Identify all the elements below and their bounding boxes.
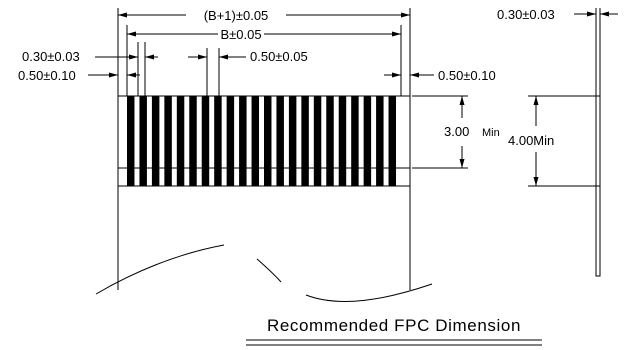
contact-lead [127,96,135,186]
contact-lead [351,96,359,186]
pitch-span-dimension: B±0.05 [126,25,402,96]
break-lines [95,244,433,302]
pitch-dimension: 0.50±0.05 [188,48,308,96]
overall-width-label: (B+1)±0.05 [204,8,269,23]
right-edge-offset-label: 0.50±0.10 [438,68,496,83]
contact-lead [301,96,309,186]
contact-lead [326,96,334,186]
contact-lead [251,96,260,186]
contact-lead [363,96,372,186]
exposed-length-dimension: 3.00 Min [412,95,500,169]
right-edge-offset-dimension: 0.50±0.10 [384,68,496,83]
contact-lead [139,96,147,186]
overall-width-dimension: (B+1)±0.05 [117,8,411,96]
stiffener-length-label: 4.00Min [508,133,554,148]
exposed-length-value: 3.00 [444,124,469,139]
exposed-length-suffix: Min [482,127,500,139]
stiffener-length-dimension: 4.00Min [508,95,598,187]
contact-leads [127,96,397,186]
contact-lead [151,96,160,186]
contact-lead [264,96,272,186]
title-text: Recommended FPC Dimension [267,316,521,335]
contact-lead [226,96,235,186]
contact-lead [288,96,297,186]
drawing-title: Recommended FPC Dimension [246,316,542,346]
contact-lead [164,96,172,186]
thickness-label: 0.30±0.03 [497,7,555,22]
lead-width-dimension: 0.30±0.03 [22,42,158,96]
contact-lead [376,96,384,186]
contact-lead [189,96,197,186]
contact-lead [313,96,322,186]
edge-offset-dimension: 0.50±0.10 [18,68,140,83]
contact-lead [176,96,185,186]
contact-lead [276,96,284,186]
contact-lead [338,96,347,186]
contact-lead [201,96,210,186]
side-view: 0.30±0.03 [497,7,618,277]
contact-lead [388,96,397,186]
pitch-span-label: B±0.05 [220,27,261,42]
contact-lead [239,96,247,186]
pitch-label: 0.50±0.05 [250,49,308,64]
contact-lead [214,96,222,186]
edge-offset-label: 0.50±0.10 [18,68,76,83]
lead-width-label: 0.30±0.03 [22,49,80,64]
